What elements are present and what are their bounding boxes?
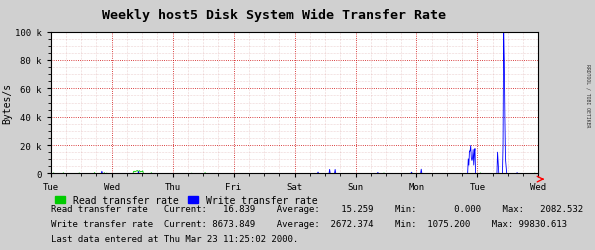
Text: Read transfer rate   Current:   16.839    Average:    15.259    Min:       0.000: Read transfer rate Current: 16.839 Avera… (51, 204, 583, 213)
Text: Write transfer rate  Current: 8673.849    Average:  2672.374    Min:  1075.200  : Write transfer rate Current: 8673.849 Av… (51, 219, 566, 228)
Legend: Read transfer rate, Write transfer rate: Read transfer rate, Write transfer rate (55, 195, 318, 205)
Text: Weekly host5 Disk System Wide Transfer Rate: Weekly host5 Disk System Wide Transfer R… (102, 9, 446, 22)
Y-axis label: Bytes/s: Bytes/s (2, 83, 12, 124)
Text: Last data entered at Thu Mar 23 11:25:02 2000.: Last data entered at Thu Mar 23 11:25:02… (51, 234, 298, 244)
Text: RRDTOOL / TOBI OETIKER: RRDTOOL / TOBI OETIKER (586, 64, 591, 126)
